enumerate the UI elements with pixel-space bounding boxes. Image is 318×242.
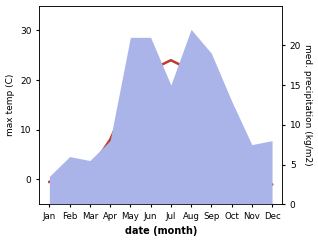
X-axis label: date (month): date (month) [125, 227, 197, 236]
Y-axis label: med. precipitation (kg/m2): med. precipitation (kg/m2) [303, 44, 313, 166]
Y-axis label: max temp (C): max temp (C) [5, 74, 15, 136]
